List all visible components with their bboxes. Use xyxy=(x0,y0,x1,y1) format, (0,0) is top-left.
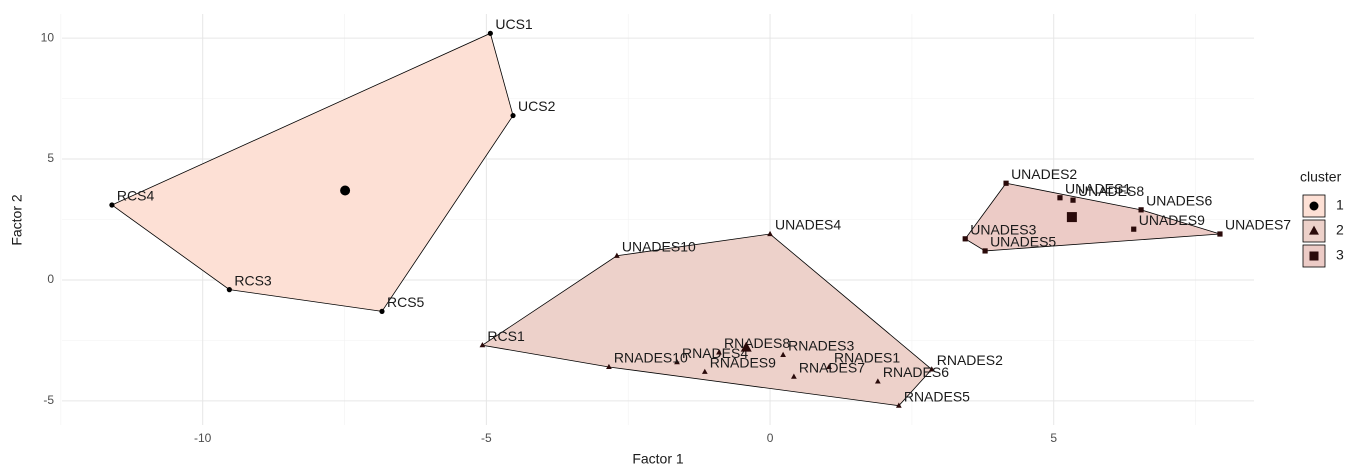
point xyxy=(791,373,797,379)
point-label: UNADES10 xyxy=(622,238,696,254)
cluster: UNADES10 UNADES4 RCS1 RNADES4RNADES8RNADES3… xyxy=(479,217,1003,408)
point-label: RNADES5 xyxy=(904,388,970,404)
point xyxy=(826,363,832,370)
cluster-hull xyxy=(111,32,514,312)
point-label: UCS2 xyxy=(518,98,556,114)
point-label: RNADES1 xyxy=(834,350,900,366)
point-label: UNADES4 xyxy=(775,217,841,233)
cluster-hull xyxy=(964,182,1221,252)
point-label: UNADES5 xyxy=(990,234,1056,250)
legend-label: 3 xyxy=(1336,247,1344,263)
point xyxy=(510,112,516,119)
point xyxy=(1217,231,1223,237)
cluster-hull xyxy=(481,233,933,407)
point xyxy=(479,342,486,348)
y-tick-label: 10 xyxy=(41,30,55,44)
point-label: UCS1 xyxy=(495,16,533,32)
point xyxy=(614,252,620,258)
point-label: RCS3 xyxy=(234,272,272,288)
y-tick-label: -5 xyxy=(43,393,54,407)
point-label: RNADES3 xyxy=(788,338,854,354)
point xyxy=(606,363,612,370)
point xyxy=(874,378,881,384)
point xyxy=(1070,197,1076,203)
centroid xyxy=(1066,212,1077,223)
point xyxy=(780,351,786,357)
legend-symbol xyxy=(1309,201,1319,211)
x-tick-label: 5 xyxy=(1050,431,1057,445)
point xyxy=(1131,226,1137,232)
x-axis-title: Factor 1 xyxy=(632,451,684,467)
legend-title: cluster xyxy=(1300,169,1342,185)
point xyxy=(487,30,493,36)
point xyxy=(701,368,708,374)
point xyxy=(716,349,722,355)
point-label: RNADES8 xyxy=(724,335,790,351)
point xyxy=(379,308,385,314)
point-label: RNADES2 xyxy=(937,352,1003,368)
point xyxy=(962,236,968,242)
point-label: RNADES10 xyxy=(614,350,688,366)
legend-symbol xyxy=(1309,225,1319,235)
point xyxy=(1003,180,1009,186)
point-label: RCS1 xyxy=(487,328,525,344)
point-label: UNADES9 xyxy=(1139,212,1205,228)
point xyxy=(226,287,232,293)
point-label: RNADES6 xyxy=(883,364,949,380)
point xyxy=(109,202,115,208)
x-tick-label: 0 xyxy=(767,431,774,445)
centroid xyxy=(340,185,351,196)
point-label: UNADES1 xyxy=(1065,180,1131,196)
point xyxy=(1057,195,1063,201)
point-label: RNADES4 xyxy=(682,345,748,361)
point xyxy=(674,359,680,365)
y-tick-label: 0 xyxy=(47,272,54,286)
point-label: RCS5 xyxy=(387,294,425,310)
legend-label: 2 xyxy=(1336,222,1344,238)
point-label: RNADES7 xyxy=(799,359,865,375)
point-label: UNADES6 xyxy=(1146,193,1212,209)
point-label: UNADES7 xyxy=(1225,217,1291,233)
point xyxy=(767,230,773,237)
point xyxy=(982,248,988,254)
legend-symbol xyxy=(1309,251,1319,261)
y-tick-label: 5 xyxy=(47,151,54,165)
y-axis-title: Factor 2 xyxy=(9,194,25,246)
point-label: RCS4 xyxy=(117,188,155,204)
point-label: RNADES9 xyxy=(710,355,776,371)
cluster: UCS1 UCS2 RCS4 RCS3 RCS5 xyxy=(109,16,556,314)
point-label: UNADES3 xyxy=(970,222,1036,238)
legend-label: 1 xyxy=(1336,197,1344,213)
centroid xyxy=(740,341,752,352)
point-label: UNADES8 xyxy=(1078,183,1144,199)
x-tick-label: -10 xyxy=(194,431,212,445)
point-label: UNADES2 xyxy=(1011,166,1077,182)
point xyxy=(928,366,935,372)
x-tick-label: -5 xyxy=(481,431,492,445)
point xyxy=(895,402,902,408)
point xyxy=(1138,207,1144,213)
